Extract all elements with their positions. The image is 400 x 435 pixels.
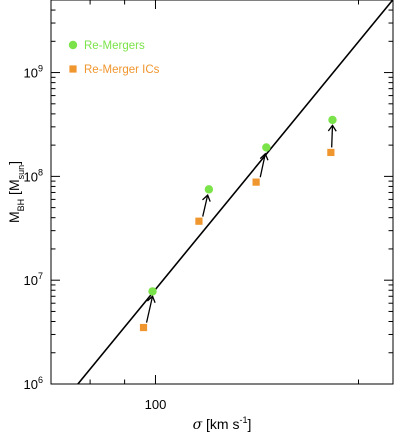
arrow-head [146,295,156,304]
re-merger-ics-point-2 [195,217,203,225]
re-merger-ics-point-4 [327,148,335,157]
plot-area [76,0,393,384]
arrow-shaft [331,125,334,148]
arrow-2 [202,193,211,217]
re-merger-ics-point-3 [252,178,260,186]
legend-marker-re-mergers [68,40,78,50]
axis-labels: σ [km s-1] MBH [Msun] [6,161,251,433]
legend: Re-Mergers Re-Merger ICs [68,40,160,76]
y-tick-label-2: 107 [24,271,43,288]
fit-line [76,0,393,384]
re-mergers-point-1 [148,287,157,296]
arrow-shaft [145,296,154,323]
re-merger-ics-point-1 [139,323,148,332]
y-tick-label-3: 108 [24,167,43,184]
y-tick-label-4: 109 [24,64,43,81]
plot-frame [50,0,394,385]
arrow-1 [145,295,156,323]
re-mergers-point-4 [328,115,337,125]
legend-marker-re-merger-ics [69,65,77,73]
re-mergers-point-3 [262,143,271,152]
arrow-4 [327,124,337,148]
arrow-shaft [202,194,209,217]
arrow-head [202,193,211,202]
axis-ticks: 106 107 108 109 100 [24,0,393,412]
arrow-shaft [259,153,266,178]
x-axis-label: σ [km s-1] [193,415,252,433]
arrow-3 [259,152,269,178]
x-tick-label-1: 100 [145,397,167,412]
y-axis-label: MBH [Msun] [6,161,26,223]
arrow-head [327,124,337,132]
arrow-head [259,152,269,161]
y-tick-label-1: 106 [24,375,43,392]
legend-label-2: Re-Merger ICs [84,64,160,76]
re-mergers-point-2 [204,185,214,194]
legend-label-1: Re-Mergers [84,40,145,52]
